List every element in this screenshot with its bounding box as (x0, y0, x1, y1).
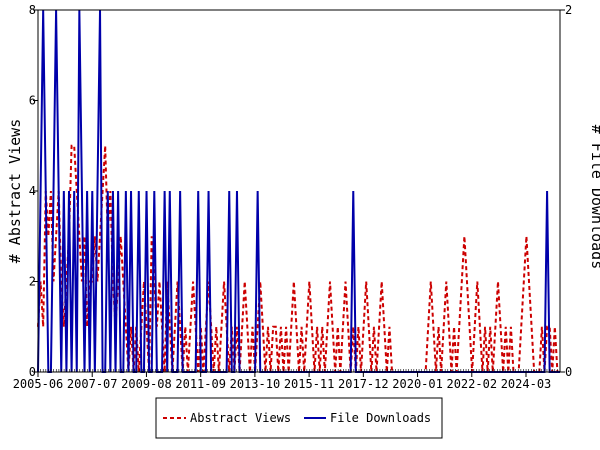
x-tick-label: 2022-02 (446, 377, 497, 391)
x-tick-label: 2013-10 (230, 377, 281, 391)
y-left-tick-label: 2 (29, 275, 36, 289)
x-tick-label: 2007-07 (67, 377, 118, 391)
legend-box (155, 397, 443, 439)
x-tick-label: 2020-01 (392, 377, 443, 391)
y-axis-right-title: # File Downloads (588, 125, 600, 270)
x-tick-label: 2011-09 (175, 377, 226, 391)
x-tick-label: 2024-03 (501, 377, 552, 391)
y-left-tick-label: 4 (29, 184, 36, 198)
y-left-tick-label: 6 (29, 94, 36, 108)
axes: 2005-06 2007-07 2009-08 2011-09 2013-10 2015-… (13, 3, 573, 391)
legend-label-abstract-views: Abstract Views (190, 411, 291, 425)
y-right-tick-label: 0 (565, 365, 572, 379)
y-left-tick-label: 8 (29, 3, 36, 17)
x-tick-label: 2017-12 (338, 377, 389, 391)
y-right-tick-label: 2 (565, 3, 572, 17)
x-tick-label: 2015-11 (284, 377, 335, 391)
legend: Abstract Views File Downloads (155, 397, 443, 439)
legend-label-file-downloads: File Downloads (330, 411, 431, 425)
x-tick-label: 2009-08 (121, 377, 172, 391)
x-tick-label: 2005-06 (13, 377, 64, 391)
y-left-tick-label: 0 (29, 365, 36, 379)
y-axis-left-title: # Abstract Views (6, 119, 24, 264)
